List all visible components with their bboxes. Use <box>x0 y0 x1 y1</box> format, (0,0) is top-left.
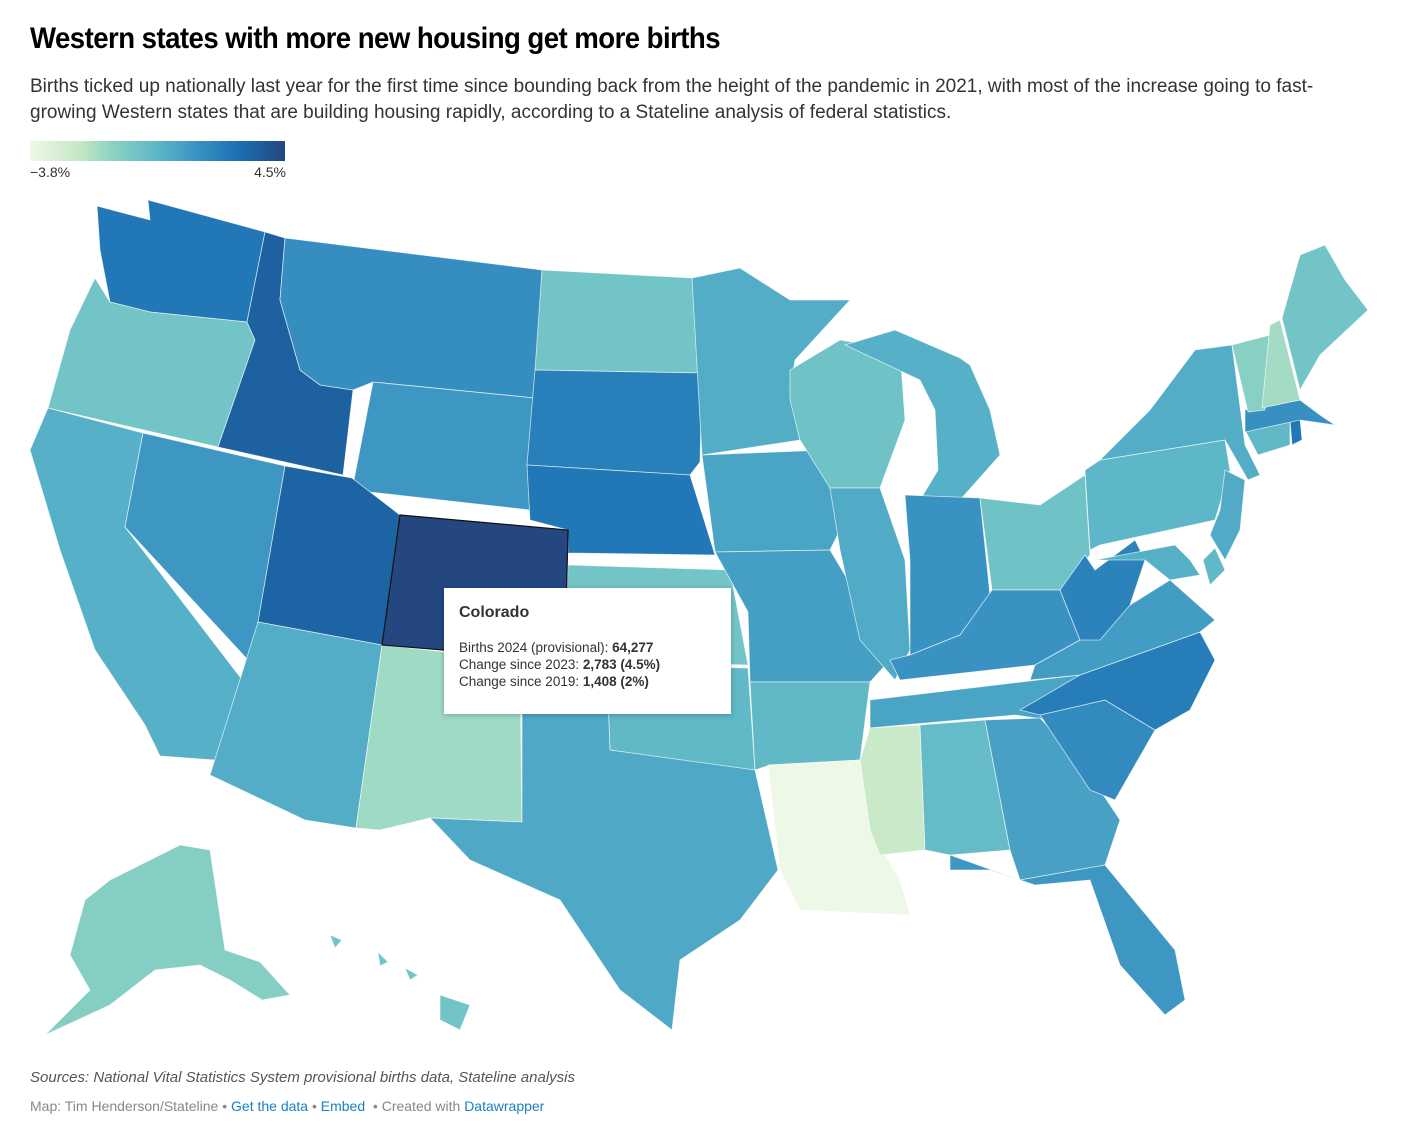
get-data-link[interactable]: Get the data <box>231 1098 309 1114</box>
footer-credits: Map: Tim Henderson/Stateline • Get the d… <box>30 1098 545 1114</box>
state-new-york[interactable] <box>1098 344 1261 481</box>
state-delaware[interactable] <box>1202 547 1226 586</box>
state-tennessee[interactable] <box>869 674 1081 729</box>
state-new-jersey[interactable] <box>1209 469 1246 561</box>
state-alaska[interactable] <box>44 844 291 1036</box>
state-alabama[interactable] <box>919 719 1011 856</box>
tooltip-row-change-2019: Change since 2019: 1,408 (2%) <box>459 674 649 689</box>
state-washington[interactable] <box>96 199 266 323</box>
legend-gradient-bar <box>30 141 285 161</box>
state-maryland[interactable] <box>1094 544 1201 581</box>
chart-title: Western states with more new housing get… <box>30 22 721 55</box>
state-new-hampshire[interactable] <box>1261 319 1301 409</box>
datawrapper-link[interactable]: Datawrapper <box>464 1098 545 1114</box>
state-north-dakota[interactable] <box>534 269 703 374</box>
state-wyoming[interactable] <box>351 381 536 511</box>
byline: Map: Tim Henderson/Stateline <box>30 1098 219 1114</box>
state-arizona[interactable] <box>209 621 383 829</box>
state-maine[interactable] <box>1281 244 1369 392</box>
source-notes: Sources: National Vital Statistics Syste… <box>30 1069 575 1086</box>
legend-max-label: 4.5% <box>254 164 286 180</box>
state-vermont[interactable] <box>1231 334 1271 413</box>
state-montana[interactable] <box>279 237 543 399</box>
state-minnesota[interactable] <box>691 267 851 456</box>
legend-min-label: −3.8% <box>30 164 71 180</box>
state-missouri[interactable] <box>714 549 891 683</box>
us-choropleth-map <box>29 199 1369 1036</box>
state-south-dakota[interactable] <box>526 369 703 476</box>
color-legend: −3.8% 4.5% <box>30 141 286 180</box>
chart-subtitle: Births ticked up nationally last year fo… <box>30 76 1314 123</box>
state-texas[interactable] <box>429 694 779 1031</box>
state-tooltip: Colorado Births 2024 (provisional): 64,2… <box>444 588 731 714</box>
tooltip-row-change-2023: Change since 2023: 2,783 (4.5%) <box>459 657 661 672</box>
state-florida[interactable] <box>949 854 1186 1016</box>
state-hawaii[interactable] <box>329 934 471 1031</box>
embed-link[interactable]: Embed <box>320 1098 366 1114</box>
state-arkansas[interactable] <box>749 681 871 771</box>
tooltip-state-name: Colorado <box>459 604 530 621</box>
tooltip-row-births: Births 2024 (provisional): 64,277 <box>459 640 654 655</box>
